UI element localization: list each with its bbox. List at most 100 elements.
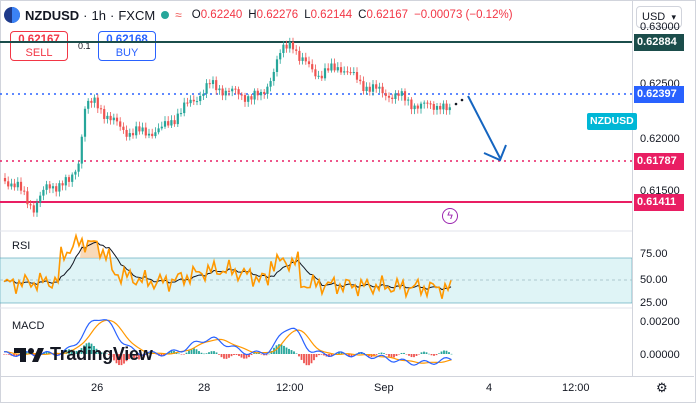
macd-bar <box>420 352 423 354</box>
candle-body <box>109 115 112 121</box>
macd-bar <box>243 354 245 359</box>
candle-body <box>10 183 13 187</box>
macd-bar <box>280 344 283 354</box>
macd-bar <box>210 351 213 354</box>
candle-body <box>439 105 442 110</box>
macd-bar <box>233 354 235 356</box>
macd-bar <box>15 354 18 357</box>
candle-body <box>87 100 90 109</box>
macd-bar <box>248 354 250 358</box>
currency-select[interactable]: USD ▾ <box>636 6 682 28</box>
tradingview-logo[interactable]: TradingView <box>14 344 153 365</box>
macd-label: MACD <box>12 320 45 332</box>
macd-bar <box>423 351 425 354</box>
price-tick: 0.63000 <box>640 21 680 33</box>
candle-body <box>416 105 419 109</box>
candle-body <box>285 44 288 49</box>
chart-canvas[interactable] <box>0 0 632 376</box>
macd-bar <box>428 353 430 355</box>
candle-body <box>205 83 208 94</box>
candle-body <box>176 113 179 125</box>
candle-body <box>80 136 83 164</box>
candle-body <box>154 132 157 137</box>
macd-bar <box>203 353 205 355</box>
candle-body <box>48 184 51 189</box>
candle-body <box>138 126 141 132</box>
macd-bar <box>340 351 343 354</box>
candle-body <box>247 96 250 102</box>
symbol-header[interactable]: NZDUSD · 1h · FXCM ≈ O0.62240 H0.62276 L… <box>4 4 513 26</box>
candle-body <box>115 117 119 122</box>
candle-body <box>170 120 173 126</box>
target-price-label: 0.61787 <box>634 153 684 170</box>
settings-icon[interactable]: ⚙ <box>656 380 668 395</box>
time-label: 4 <box>486 382 493 394</box>
projection-arrow[interactable] <box>467 95 501 159</box>
macd-bar <box>285 347 288 354</box>
macd-bar <box>168 352 170 354</box>
candle-body <box>269 81 272 87</box>
macd-bar <box>188 350 190 354</box>
candle-body <box>7 181 10 187</box>
market-status-icon <box>161 11 170 19</box>
macd-bar <box>155 354 158 355</box>
candle-body <box>19 181 23 191</box>
candle-body <box>391 97 394 99</box>
candle-body <box>413 105 416 110</box>
candle-body <box>272 71 275 82</box>
candle-body <box>371 84 375 92</box>
macd-bar <box>393 354 395 358</box>
candle-body <box>253 90 256 100</box>
macd-bar <box>183 354 185 355</box>
macd-bar <box>190 348 193 354</box>
macd-bar <box>328 354 330 357</box>
macd-bar <box>290 350 293 354</box>
macd-bar <box>408 354 410 356</box>
candle-body <box>157 128 160 133</box>
price-tick: 0.62000 <box>640 133 680 145</box>
arrow-head <box>483 144 507 162</box>
candle-body <box>135 126 138 136</box>
candle-body <box>218 88 221 91</box>
candle-body <box>26 191 29 205</box>
candle-body <box>333 63 336 71</box>
macd-bar <box>98 351 100 354</box>
candle-body <box>215 80 218 91</box>
source-label: FXCM <box>118 7 156 23</box>
candle-body <box>288 41 291 49</box>
macd-bar <box>88 342 90 354</box>
candle-body <box>160 126 163 129</box>
macd-bar <box>108 354 110 355</box>
candle-body <box>295 49 298 51</box>
candle-body <box>397 93 400 96</box>
macd-bar <box>73 350 75 354</box>
candle-body <box>231 88 234 92</box>
macd-bar <box>100 352 103 354</box>
candle-body <box>55 186 58 192</box>
candle-body <box>186 102 189 104</box>
macd-bar <box>395 354 398 356</box>
macd-bar <box>70 349 73 354</box>
macd-bar <box>143 354 145 358</box>
flag-icon <box>4 7 20 23</box>
macd-bar <box>313 354 315 361</box>
candle-body <box>42 189 45 196</box>
macd-bar <box>193 348 195 354</box>
macd-bar <box>8 354 10 355</box>
candle-body <box>131 133 135 136</box>
macd-bar <box>240 354 243 358</box>
macd-bar <box>123 354 125 364</box>
macd-bar <box>93 346 95 354</box>
rsi-label: RSI <box>12 240 31 252</box>
lightning-icon[interactable]: ϟ <box>442 208 458 224</box>
macd-bar <box>418 354 420 355</box>
candle-body <box>365 86 368 92</box>
candle-body <box>314 69 317 77</box>
candle-body <box>211 80 215 85</box>
candle-body <box>368 86 371 92</box>
candle-body <box>448 107 451 111</box>
candle-body <box>282 44 285 54</box>
candle-body <box>23 190 26 192</box>
candle-body <box>240 94 243 96</box>
candle-body <box>435 105 439 110</box>
